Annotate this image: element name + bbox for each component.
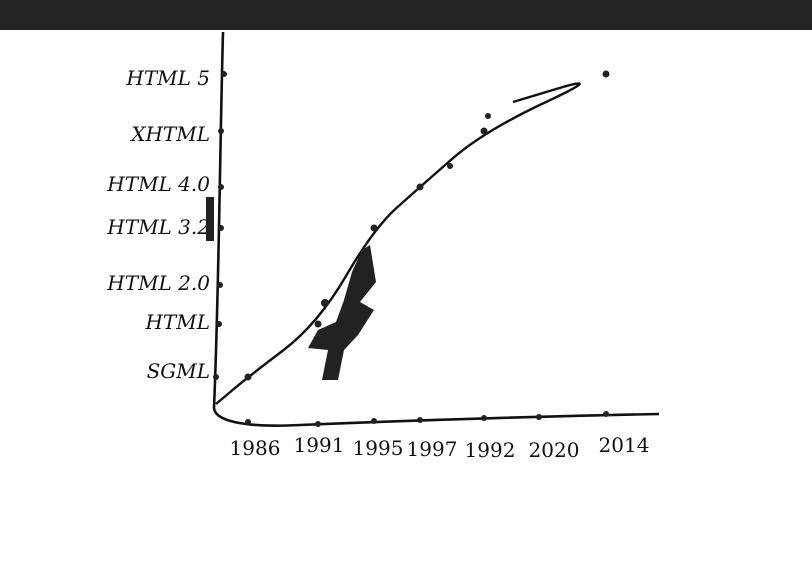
y-tick-labels: SGML HTML HTML 2.0 HTML 3.2 HTML 4.0 XHT… <box>106 66 210 383</box>
y-axis <box>212 31 225 409</box>
x-tick-label: 1986 <box>230 436 281 460</box>
x-tick-mark <box>481 415 487 421</box>
data-point <box>370 224 378 232</box>
y-tick-label: XHTML <box>129 122 210 146</box>
x-tick-mark <box>245 419 251 425</box>
data-series <box>215 82 581 405</box>
y-tick-label: HTML 5 <box>125 66 210 90</box>
data-point <box>485 113 491 119</box>
x-axis <box>212 407 660 427</box>
y-tick-mark <box>221 71 227 77</box>
x-tick-label: 1991 <box>294 433 345 457</box>
data-point <box>244 373 252 381</box>
ink-scribble <box>206 197 214 241</box>
data-point <box>416 183 424 191</box>
data-point <box>480 127 488 135</box>
ink-scribble <box>308 245 376 380</box>
y-tick-mark <box>218 225 224 231</box>
tick-marks <box>213 71 609 427</box>
y-tick-label: HTML 2.0 <box>106 271 210 295</box>
y-tick-mark <box>213 374 219 380</box>
data-markers <box>244 70 610 381</box>
series-line <box>215 82 581 405</box>
window-title-bar <box>0 0 812 30</box>
y-tick-mark <box>218 184 224 190</box>
y-tick-label: HTML <box>144 310 210 334</box>
chart-axes <box>212 31 660 427</box>
x-tick-labels: 1986 1991 1995 1997 1992 2020 2014 <box>230 433 650 462</box>
y-tick-label: HTML 3.2 <box>106 215 210 239</box>
x-tick-mark <box>417 417 423 423</box>
data-point <box>321 299 329 307</box>
x-tick-label: 2014 <box>599 433 650 457</box>
x-tick-label: 1997 <box>407 437 458 461</box>
ink-scribbles <box>206 197 376 380</box>
x-tick-mark <box>536 414 542 420</box>
x-tick-mark <box>603 411 609 417</box>
x-tick-mark <box>315 421 321 427</box>
data-point <box>447 163 453 169</box>
y-tick-label: HTML 4.0 <box>106 172 210 196</box>
y-tick-mark <box>216 321 222 327</box>
x-tick-label: 2020 <box>529 438 580 462</box>
data-point <box>314 320 322 328</box>
y-tick-mark <box>217 282 223 288</box>
x-tick-label: 1992 <box>465 438 516 462</box>
x-tick-label: 1995 <box>353 436 404 460</box>
y-tick-label: SGML <box>147 359 210 383</box>
data-point <box>602 70 610 78</box>
y-tick-mark <box>218 128 224 134</box>
x-tick-mark <box>371 418 377 424</box>
